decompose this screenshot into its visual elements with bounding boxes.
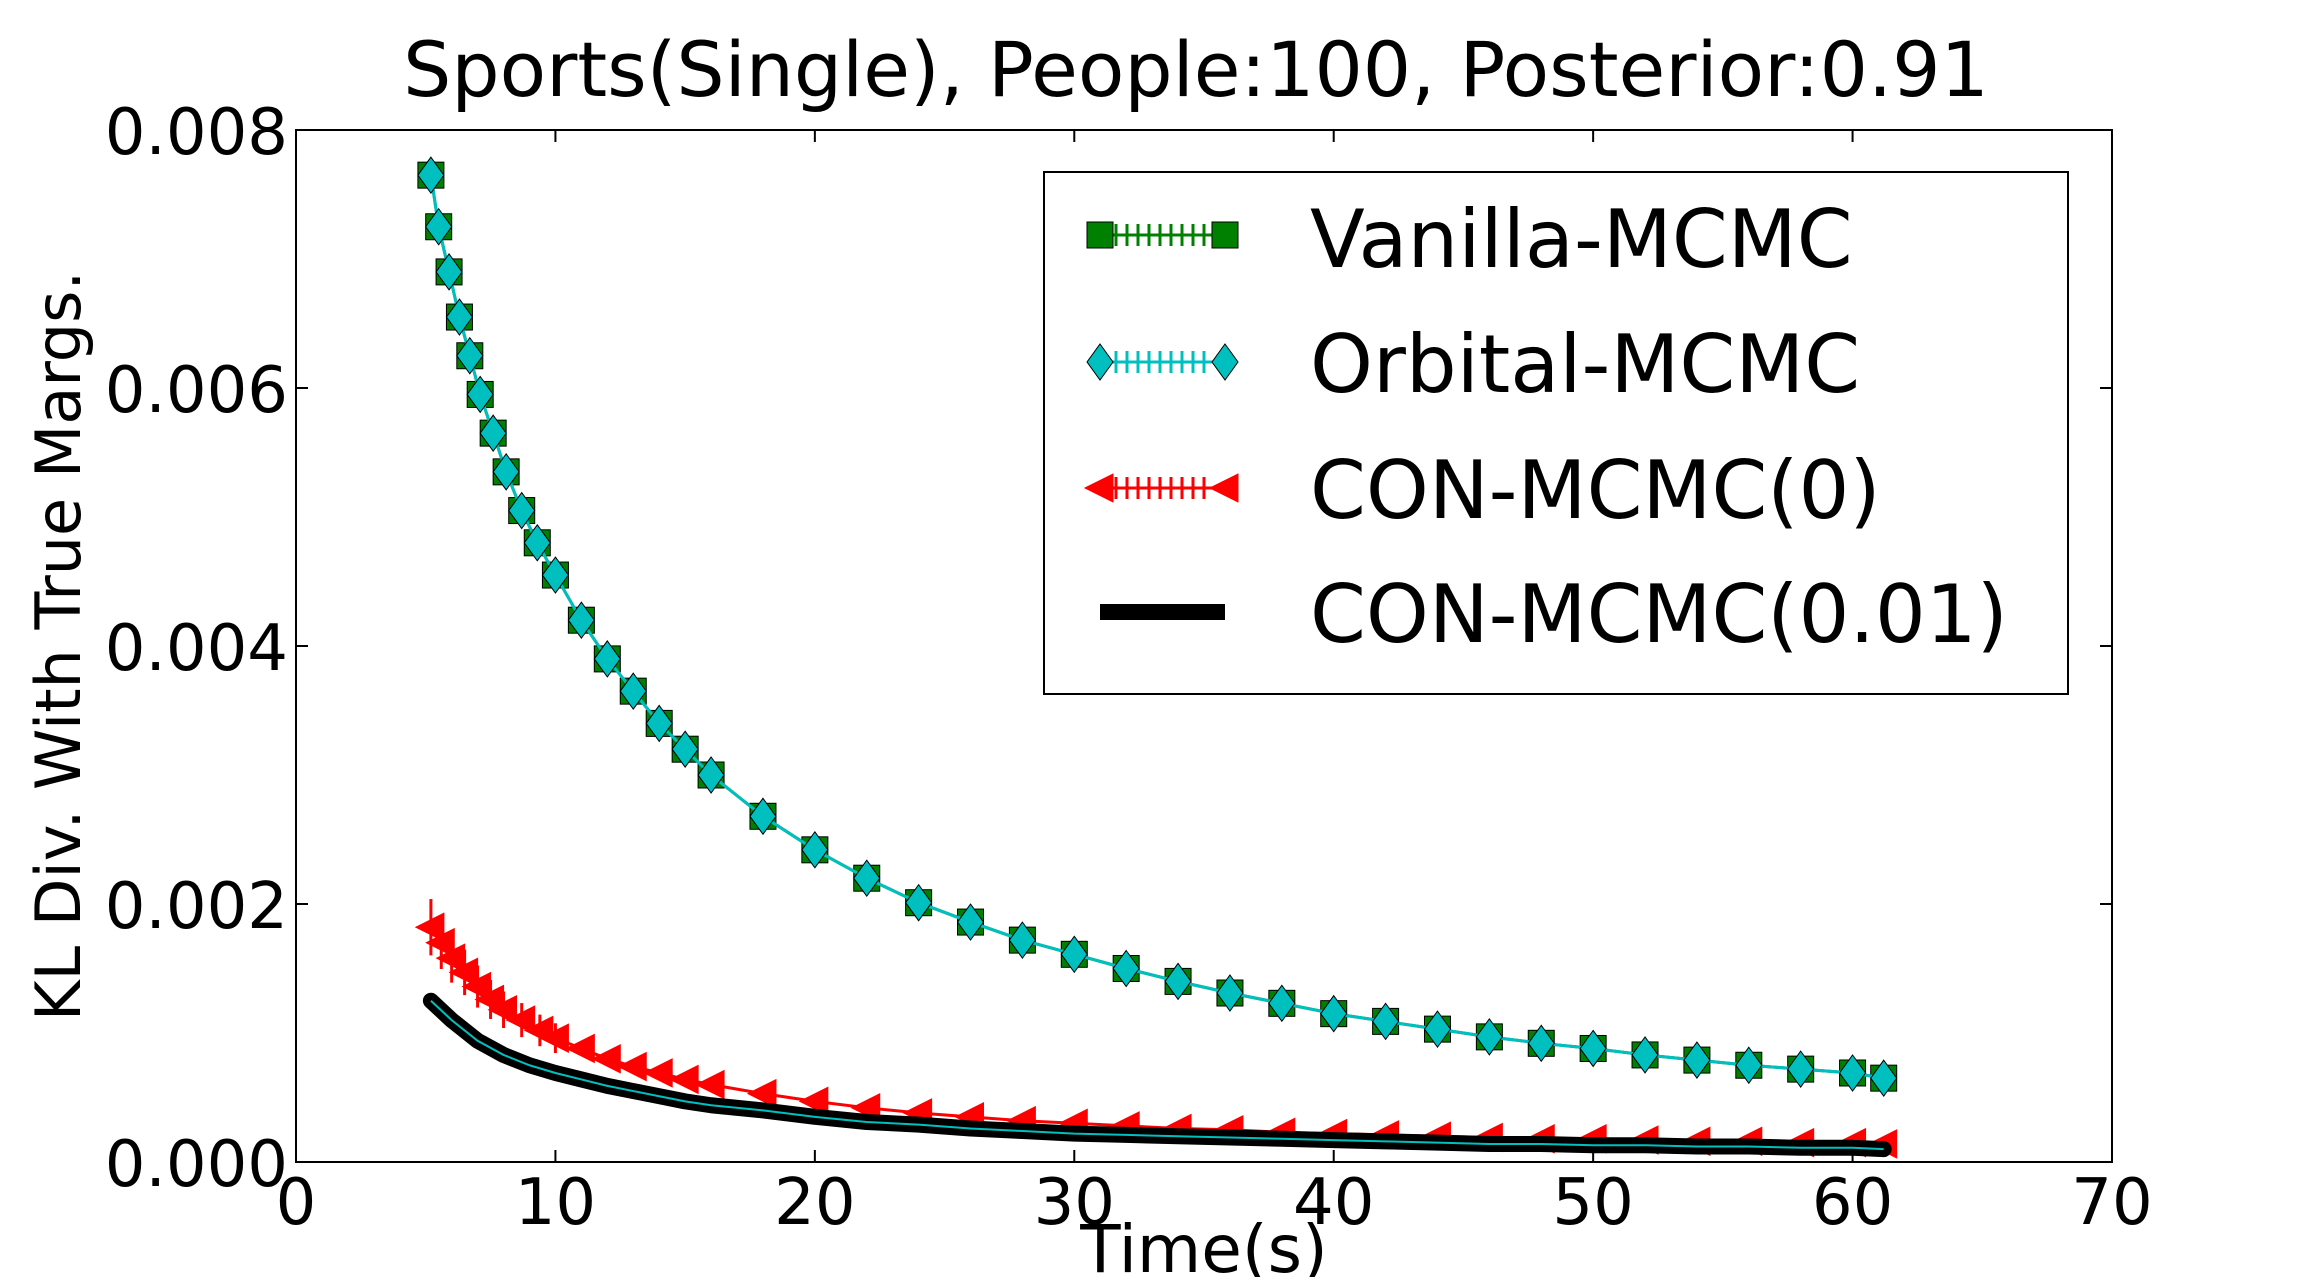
legend-swatches xyxy=(1083,221,1239,620)
x-tick-label: 40 xyxy=(1293,1166,1374,1240)
x-tick-label: 30 xyxy=(1034,1166,1115,1240)
legend-swatch-marker xyxy=(1086,343,1114,381)
x-axis-label: Time(s) xyxy=(1079,1211,1327,1277)
data-point xyxy=(1268,984,1296,1023)
data-point xyxy=(1631,1036,1659,1074)
data-point xyxy=(746,1078,777,1109)
data-point xyxy=(643,1058,673,1088)
y-tick-label: 0.004 xyxy=(105,612,288,686)
data-point xyxy=(425,927,455,958)
data-point xyxy=(905,883,933,922)
data-point xyxy=(853,859,881,898)
data-point xyxy=(435,253,463,291)
data-point xyxy=(1527,1024,1555,1063)
data-point xyxy=(798,1086,829,1117)
data-point xyxy=(694,1069,725,1100)
data-point xyxy=(1112,949,1140,988)
series-con-mcmc-0-01- xyxy=(422,992,1892,1158)
data-point xyxy=(1320,994,1348,1033)
x-tick-label: 0 xyxy=(276,1166,317,1240)
data-point xyxy=(619,672,647,711)
data-point xyxy=(1060,935,1088,974)
data-point xyxy=(1423,1010,1452,1048)
x-tick-label: 70 xyxy=(2071,1166,2152,1240)
legend-label-con-mcmc-0-01: CON-MCMC(0.01) xyxy=(1310,568,2008,661)
data-point xyxy=(456,336,484,375)
data-point xyxy=(508,491,536,530)
data-point xyxy=(697,756,725,794)
data-point xyxy=(1735,1046,1763,1085)
data-point xyxy=(425,207,453,246)
y-tick-label: 0.002 xyxy=(105,870,288,944)
legend-label-con-mcmc-0: CON-MCMC(0) xyxy=(1310,444,1881,537)
data-point xyxy=(956,903,985,941)
y-tick-label: 0.006 xyxy=(105,354,288,428)
data-point xyxy=(414,912,445,943)
series-orbital-mcmc xyxy=(417,156,1898,1098)
data-point xyxy=(645,704,673,743)
chart-title: Sports(Single), People:100, Posterior:0.… xyxy=(403,25,1989,114)
data-point xyxy=(1838,1054,1867,1092)
data-point xyxy=(565,1033,595,1064)
legend-swatch-marker xyxy=(1083,473,1114,503)
data-point xyxy=(487,994,518,1025)
data-point xyxy=(445,298,474,336)
data-point xyxy=(1579,1029,1607,1068)
data-point xyxy=(466,375,494,414)
data-point xyxy=(1216,974,1244,1012)
y-tick-label: 0.008 xyxy=(105,96,288,170)
series-layer xyxy=(414,156,1898,1159)
data-point xyxy=(523,523,551,562)
x-tick-label: 60 xyxy=(1812,1166,1893,1240)
series-line-highlight xyxy=(430,1000,1884,1151)
y-tick-label: 0.000 xyxy=(105,1128,288,1202)
data-point xyxy=(671,730,699,769)
y-axis-label: KL Div. With True Margs. xyxy=(22,271,95,1021)
series-line xyxy=(429,174,1884,1080)
legend-swatch-marker xyxy=(1211,343,1239,381)
data-point xyxy=(617,1051,647,1082)
data-point xyxy=(1008,921,1037,959)
legend-label-orbital-mcmc: Orbital-MCMC xyxy=(1310,318,1860,411)
data-point xyxy=(593,640,621,678)
data-point xyxy=(591,1043,621,1074)
x-tick-label: 20 xyxy=(774,1166,855,1240)
legend-swatch-marker xyxy=(1208,473,1239,503)
data-point xyxy=(567,601,595,640)
data-point xyxy=(801,830,829,869)
data-point xyxy=(669,1064,699,1095)
x-tick-label: 10 xyxy=(515,1166,596,1240)
data-point xyxy=(1371,1002,1400,1041)
data-point xyxy=(479,414,507,453)
data-point xyxy=(749,797,777,836)
axis-ticks: 0 10 20 30 40 50 60 70 0.000 0.002 0.004 0.006 0.008 xyxy=(105,96,2153,1240)
legend-swatch-marker xyxy=(1211,221,1239,249)
data-point xyxy=(417,156,445,195)
data-point xyxy=(541,556,570,594)
x-tick-label: 50 xyxy=(1552,1166,1633,1240)
data-point xyxy=(492,452,520,491)
legend: Vanilla-MCMC Orbital-MCMC CON-MCMC(0) CO… xyxy=(1043,171,2069,695)
data-point xyxy=(1870,1059,1898,1098)
data-point xyxy=(1787,1050,1815,1088)
data-point xyxy=(505,1005,536,1035)
data-point xyxy=(1164,962,1192,1001)
legend-swatch-marker xyxy=(1086,221,1114,249)
data-point xyxy=(1475,1018,1503,1056)
legend-label-vanilla-mcmc: Vanilla-MCMC xyxy=(1310,193,1853,286)
data-point xyxy=(1683,1041,1711,1079)
data-point xyxy=(539,1023,569,1053)
